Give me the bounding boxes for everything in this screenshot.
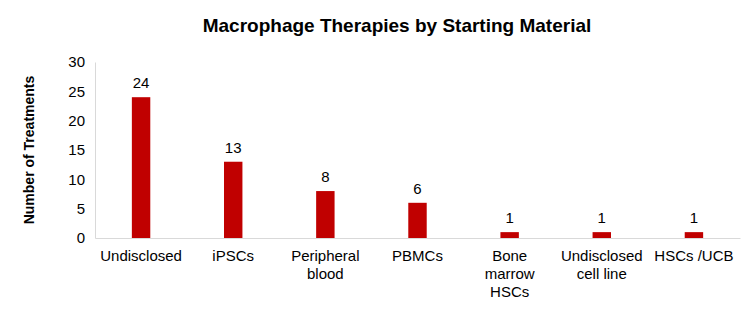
bars: [132, 97, 703, 238]
x-tick-label: BonemarrowHSCs: [485, 247, 535, 300]
y-tick: 25: [68, 83, 95, 100]
data-label: 1: [505, 209, 513, 226]
y-tick-label: 20: [68, 112, 85, 129]
x-tick-label-line: Undisclosed: [561, 247, 643, 264]
y-tick: 20: [68, 112, 95, 129]
data-label: 1: [690, 209, 698, 226]
data-label: 13: [225, 139, 242, 156]
x-tick-label-line: Undisclosed: [100, 247, 182, 264]
data-label: 1: [598, 209, 606, 226]
x-tick-label-line: Bone: [492, 247, 527, 264]
x-tick-label-line: cell line: [577, 265, 627, 282]
x-tick: iPSCs: [212, 238, 254, 264]
y-tick-label: 25: [68, 83, 85, 100]
x-tick: HSCs /UCB: [654, 238, 733, 264]
data-label: 8: [321, 168, 329, 185]
x-tick-label-line: HSCs: [490, 283, 529, 300]
bar: [685, 232, 703, 238]
bar: [593, 232, 611, 238]
x-tick: Undisclosed: [100, 238, 182, 264]
x-tick-label-line: iPSCs: [212, 247, 254, 264]
y-tick-label: 0: [77, 229, 85, 246]
x-tick-label-line: marrow: [485, 265, 535, 282]
y-axis-title: Number of Treatments: [21, 75, 37, 224]
x-tick: Peripheralblood: [291, 238, 359, 282]
x-axis: Undisclosed iPSCs Peripheralblood PBMCs Bone…: [96, 238, 741, 300]
x-tick-label: iPSCs: [212, 247, 254, 264]
bar: [500, 232, 518, 238]
y-tick-label: 30: [68, 53, 85, 70]
x-tick-label: Peripheralblood: [291, 247, 359, 282]
x-tick-label-line: PBMCs: [392, 247, 443, 264]
y-tick: 10: [68, 171, 95, 188]
data-label: 6: [413, 180, 421, 197]
y-tick: 0: [77, 229, 95, 246]
x-tick-label: Undisclosed: [100, 247, 182, 264]
bar: [132, 97, 150, 238]
bar: [316, 191, 334, 238]
x-tick-label: HSCs /UCB: [654, 247, 733, 264]
bar: [224, 162, 242, 238]
x-axis-line: [96, 238, 741, 239]
x-tick: BonemarrowHSCs: [485, 238, 535, 300]
y-axis-line: [95, 63, 96, 239]
bar: [408, 203, 426, 238]
x-tick-label-line: Peripheral: [291, 247, 359, 264]
y-tick-label: 15: [68, 141, 85, 158]
x-tick-label: Undisclosedcell line: [561, 247, 643, 282]
x-tick-label-line: HSCs /UCB: [654, 247, 733, 264]
y-tick: 15: [68, 141, 95, 158]
y-axis: 0 5 10 15 20 25 30: [68, 53, 95, 246]
x-tick: Undisclosedcell line: [561, 238, 643, 282]
data-labels: 24 13 8 6 1 1 1: [133, 74, 698, 226]
y-tick-label: 5: [77, 200, 85, 217]
data-label: 24: [133, 74, 150, 91]
x-tick-label: PBMCs: [392, 247, 443, 264]
chart-title: Macrophage Therapies by Starting Materia…: [203, 15, 592, 36]
y-tick: 30: [68, 53, 95, 70]
x-tick-label-line: blood: [307, 265, 344, 282]
chart: Macrophage Therapies by Starting Materia…: [0, 0, 754, 326]
y-tick: 5: [77, 200, 95, 217]
y-tick-label: 10: [68, 171, 85, 188]
x-tick: PBMCs: [392, 238, 443, 264]
